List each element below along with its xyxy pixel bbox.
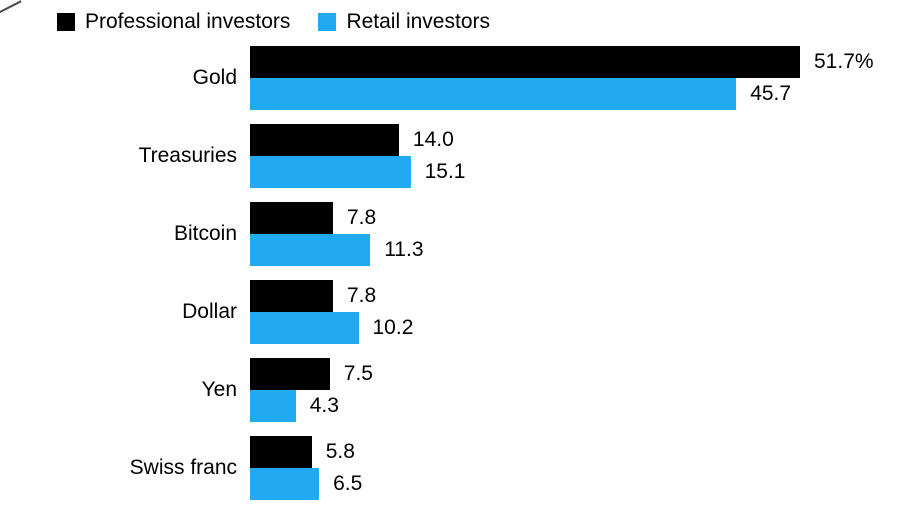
- legend-item-retail: Retail investors: [318, 10, 490, 34]
- bar-group: 7.8 10.2: [250, 280, 413, 344]
- bar-line-professional: 7.5: [250, 358, 373, 390]
- bar-line-professional: 7.8: [250, 202, 424, 234]
- chart-row: Gold 51.7% 45.7: [0, 46, 900, 110]
- bar-line-professional: 7.8: [250, 280, 413, 312]
- chart-row: Treasuries 14.0 15.1: [0, 124, 900, 188]
- bar-professional: [250, 202, 333, 234]
- category-label: Bitcoin: [173, 222, 237, 245]
- chart-row: Bitcoin 7.8 11.3: [0, 202, 900, 266]
- legend-swatch-retail-icon: [318, 13, 337, 31]
- bar-line-retail: 6.5: [250, 468, 362, 500]
- value-label-retail: 10.2: [372, 316, 414, 339]
- legend-item-professional: Professional investors: [57, 10, 290, 34]
- bar-professional: [250, 46, 800, 78]
- bar-chart: Gold 51.7% 45.7 Treasuries 14.0 15.1: [0, 46, 900, 500]
- chart-row: Yen 7.5 4.3: [0, 358, 900, 422]
- legend-label: Retail investors: [346, 10, 490, 33]
- chart-legend: Professional investors Retail investors: [0, 0, 900, 34]
- bar-group: 7.8 11.3: [250, 202, 424, 266]
- bar-retail: [250, 468, 320, 500]
- value-label-professional: 51.7%: [814, 50, 874, 73]
- value-label-professional: 14.0: [412, 128, 454, 151]
- bar-professional: [250, 358, 330, 390]
- bar-retail: [250, 156, 411, 188]
- bar-group: 14.0 15.1: [250, 124, 465, 188]
- legend-swatch-professional-icon: [57, 13, 75, 31]
- bar-line-professional: 14.0: [250, 124, 465, 156]
- value-label-professional: 7.5: [343, 362, 373, 385]
- value-label-retail: 15.1: [424, 160, 466, 183]
- value-label-retail: 4.3: [309, 394, 339, 417]
- bar-group: 7.5 4.3: [250, 358, 373, 422]
- bar-retail: [250, 390, 296, 422]
- bar-line-retail: 45.7: [250, 78, 874, 110]
- legend-label: Professional investors: [85, 10, 291, 33]
- bar-line-retail: 15.1: [250, 156, 465, 188]
- bar-professional: [250, 436, 312, 468]
- chart-row: Dollar 7.8 10.2: [0, 280, 900, 344]
- bar-professional: [250, 280, 333, 312]
- category-label: Yen: [201, 378, 237, 401]
- category-label: Swiss franc: [129, 456, 237, 479]
- bar-professional: [250, 124, 399, 156]
- bar-line-retail: 4.3: [250, 390, 373, 422]
- bar-line-retail: 10.2: [250, 312, 413, 344]
- category-label: Gold: [192, 66, 237, 89]
- bar-line-retail: 11.3: [250, 234, 424, 266]
- value-label-professional: 7.8: [347, 284, 377, 307]
- bar-group: 5.8 6.5: [250, 436, 362, 500]
- value-label-retail: 11.3: [384, 238, 424, 261]
- bar-retail: [250, 78, 737, 110]
- category-label: Dollar: [182, 300, 237, 323]
- value-label-retail: 45.7: [750, 82, 792, 105]
- value-label-professional: 7.8: [347, 206, 377, 229]
- category-label: Treasuries: [138, 144, 237, 167]
- chart-row: Swiss franc 5.8 6.5: [0, 436, 900, 500]
- value-label-professional: 5.8: [325, 440, 355, 463]
- value-label-retail: 6.5: [333, 472, 363, 495]
- bar-line-professional: 5.8: [250, 436, 362, 468]
- bar-line-professional: 51.7%: [250, 46, 874, 78]
- bar-retail: [250, 312, 359, 344]
- bar-retail: [250, 234, 371, 266]
- bar-group: 51.7% 45.7: [250, 46, 874, 110]
